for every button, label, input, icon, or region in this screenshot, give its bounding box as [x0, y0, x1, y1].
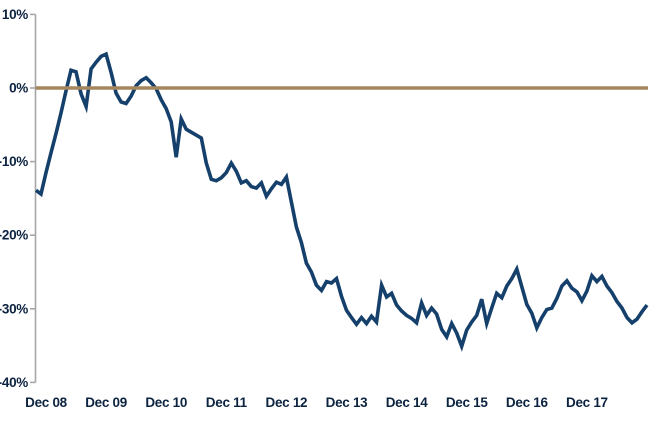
x-axis-tick-label: Dec 12 — [266, 395, 308, 410]
y-axis-tick-label: -20% — [0, 228, 28, 243]
x-axis-tick-label: Dec 08 — [25, 395, 68, 410]
x-axis-tick-label: Dec 15 — [446, 395, 489, 410]
x-axis-tick-label: Dec 11 — [206, 395, 248, 410]
x-axis-tick-label: Dec 10 — [145, 395, 187, 410]
y-axis-tick-label: -40% — [0, 375, 28, 390]
x-axis-tick-label: Dec 14 — [386, 395, 429, 410]
y-axis-tick-label: -10% — [0, 154, 28, 169]
x-axis-tick-label: Dec 09 — [85, 395, 127, 410]
y-axis-tick-label: -30% — [0, 301, 28, 316]
x-axis-tick-label: Dec 16 — [506, 395, 549, 410]
y-axis-tick-label: 10% — [2, 7, 28, 22]
data-series-line — [34, 51, 649, 352]
y-axis-tick-label: 0% — [9, 81, 28, 96]
x-axis-tick-label: Dec 13 — [326, 395, 369, 410]
x-axis-tick-label: Dec 17 — [566, 395, 608, 410]
